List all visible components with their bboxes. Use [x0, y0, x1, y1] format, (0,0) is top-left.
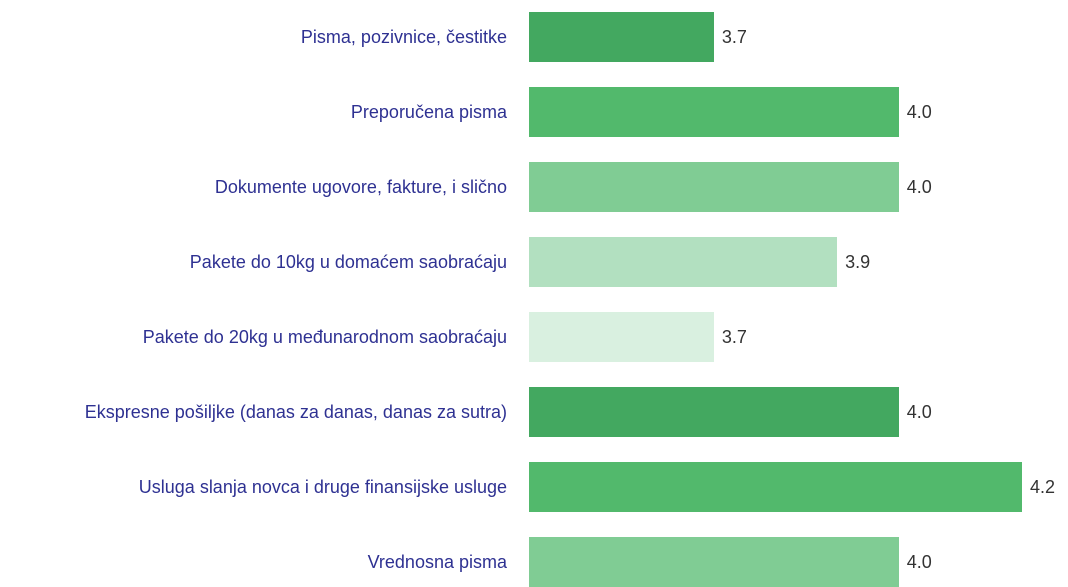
- value-label: 3.7: [721, 327, 747, 347]
- bar: [529, 12, 714, 62]
- value-label: 4.2: [1030, 477, 1056, 497]
- category-label: Vrednosna pisma: [367, 552, 507, 572]
- bar: [529, 312, 714, 362]
- bar: [529, 237, 838, 287]
- value-label: 4.0: [906, 177, 932, 197]
- bar: [529, 462, 1022, 512]
- category-label: Dokumente ugovore, fakture, i slično: [214, 177, 507, 197]
- value-label: 4.0: [906, 552, 932, 572]
- category-label: Pisma, pozivnice, čestitke: [300, 27, 507, 47]
- category-label: Usluga slanja novca i druge finansijske …: [138, 477, 507, 497]
- value-label: 4.0: [906, 102, 932, 122]
- value-label: 4.0: [906, 402, 932, 422]
- bar: [529, 162, 899, 212]
- category-label: Pakete do 10kg u domaćem saobraćaju: [189, 252, 507, 272]
- value-label: 3.9: [845, 252, 871, 272]
- bar: [529, 387, 899, 437]
- category-label: Pakete do 20kg u međunarodnom saobraćaju: [142, 327, 507, 347]
- category-label: Ekspresne pošiljke (danas za danas, dana…: [84, 402, 507, 422]
- category-label: Preporučena pisma: [350, 102, 507, 122]
- value-label: 3.7: [721, 27, 747, 47]
- bar: [529, 87, 899, 137]
- bar: [529, 537, 899, 587]
